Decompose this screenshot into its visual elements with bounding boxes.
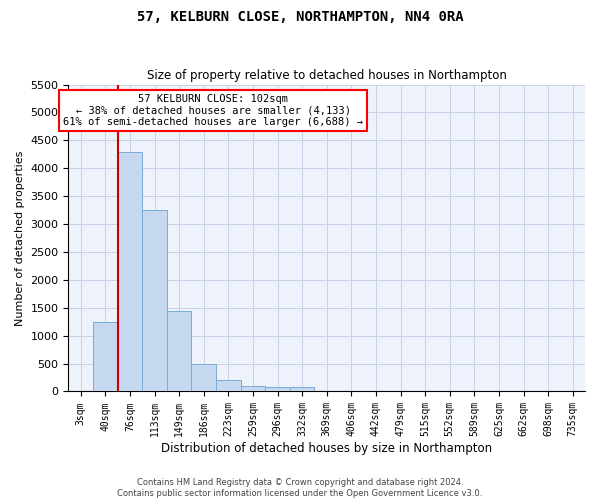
Bar: [241, 386, 265, 392]
Y-axis label: Number of detached properties: Number of detached properties: [15, 150, 25, 326]
Bar: [216, 380, 241, 392]
Bar: [290, 388, 314, 392]
Bar: [265, 388, 290, 392]
Bar: [142, 210, 167, 392]
X-axis label: Distribution of detached houses by size in Northampton: Distribution of detached houses by size …: [161, 442, 492, 455]
Bar: [118, 152, 142, 392]
Title: Size of property relative to detached houses in Northampton: Size of property relative to detached ho…: [147, 69, 506, 82]
Text: 57 KELBURN CLOSE: 102sqm
← 38% of detached houses are smaller (4,133)
61% of sem: 57 KELBURN CLOSE: 102sqm ← 38% of detach…: [63, 94, 363, 127]
Text: Contains HM Land Registry data © Crown copyright and database right 2024.
Contai: Contains HM Land Registry data © Crown c…: [118, 478, 482, 498]
Bar: [93, 322, 118, 392]
Bar: [191, 364, 216, 392]
Text: 57, KELBURN CLOSE, NORTHAMPTON, NN4 0RA: 57, KELBURN CLOSE, NORTHAMPTON, NN4 0RA: [137, 10, 463, 24]
Bar: [167, 310, 191, 392]
